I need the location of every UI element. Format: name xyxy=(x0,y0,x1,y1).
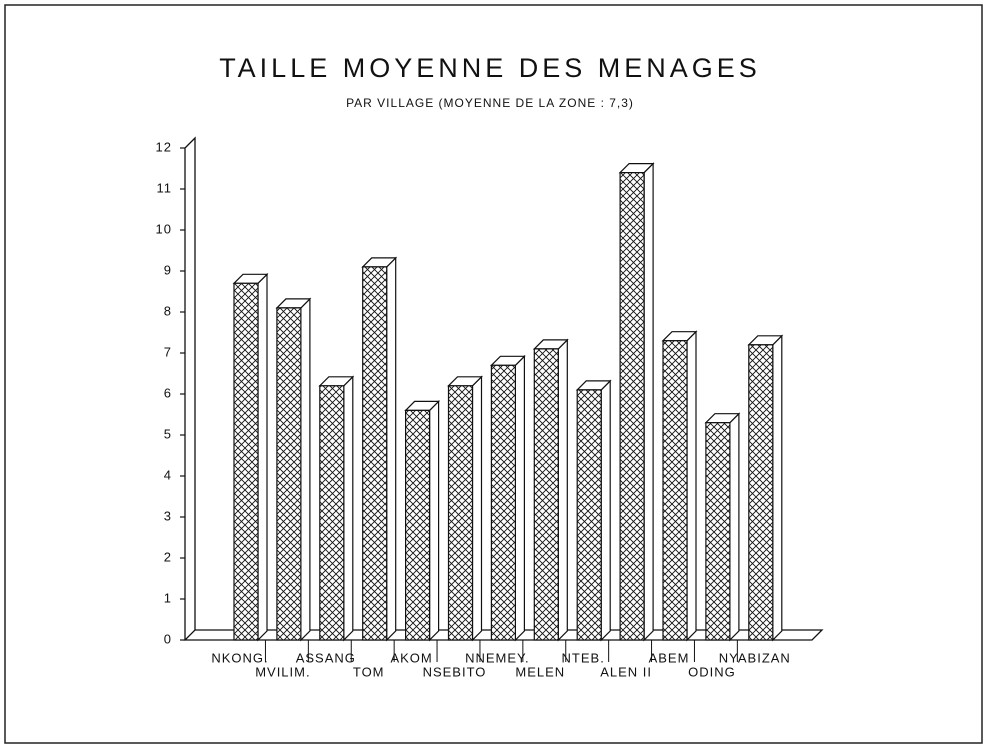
chart-subtitle: PAR VILLAGE (MOYENNE DE LA ZONE : 7,3) xyxy=(346,96,634,110)
floor xyxy=(183,629,824,641)
x-tick-label: TOM xyxy=(353,664,385,679)
x-tick-label: MVILIM. xyxy=(255,664,310,679)
chart-title: TAILLE MOYENNE DES MENAGES xyxy=(219,53,761,83)
x-tick-label: ABEM xyxy=(649,650,690,665)
bar-side xyxy=(300,297,311,642)
bar-side xyxy=(386,256,397,642)
x-tick-label: AKOM xyxy=(390,650,432,665)
y-tick-label: 8 xyxy=(164,303,172,318)
x-tick-label: NKONG. xyxy=(211,650,268,665)
y-tick-label: 11 xyxy=(157,180,173,195)
bar xyxy=(748,344,774,641)
y-tick-label: 2 xyxy=(164,549,172,564)
bar-side xyxy=(557,338,568,642)
bar-side xyxy=(772,334,783,642)
y-tick-label: 10 xyxy=(156,221,172,236)
bar-side xyxy=(686,330,697,642)
y-tick-label: 9 xyxy=(164,262,172,277)
bar xyxy=(490,364,516,641)
y-tick-label: 1 xyxy=(164,590,172,605)
y-tick-label: 3 xyxy=(164,508,172,523)
bar xyxy=(533,348,559,641)
x-tick-label: ASSANG xyxy=(296,650,356,665)
x-tick-label: ALEN II xyxy=(600,664,652,679)
y-tick-label: 5 xyxy=(164,426,172,441)
bar xyxy=(662,340,688,641)
bar xyxy=(405,409,431,641)
bar-side xyxy=(471,375,483,642)
x-tick-label: ODING xyxy=(688,664,736,679)
x-tick-label: MELEN xyxy=(515,664,565,679)
bar xyxy=(319,385,345,641)
bar xyxy=(362,266,388,641)
bar-side xyxy=(343,375,354,642)
x-tick-label: NYABIZAN xyxy=(719,650,791,665)
y-tick-label: 6 xyxy=(164,385,172,400)
bar xyxy=(705,422,731,641)
y-tick-label: 12 xyxy=(156,139,172,154)
frame xyxy=(4,4,983,744)
x-tick-label: NSEBITO xyxy=(423,664,487,679)
y-tick-label: 0 xyxy=(164,631,172,646)
x-tick-label: NTEB. xyxy=(562,650,605,665)
bar xyxy=(233,282,259,641)
bar xyxy=(276,307,302,641)
bar xyxy=(619,172,645,641)
bar-side xyxy=(729,412,740,642)
bar xyxy=(447,385,474,641)
bar-side xyxy=(429,399,440,642)
y-tick-label: 7 xyxy=(164,344,172,359)
bar-side xyxy=(257,272,268,642)
y-tick-label: 4 xyxy=(164,467,172,482)
bar xyxy=(576,389,602,641)
bar-side xyxy=(643,162,654,642)
x-tick-label: NNEMEY. xyxy=(465,650,530,665)
bar-side xyxy=(514,354,526,642)
bar-side xyxy=(600,379,611,642)
wall xyxy=(184,136,196,640)
